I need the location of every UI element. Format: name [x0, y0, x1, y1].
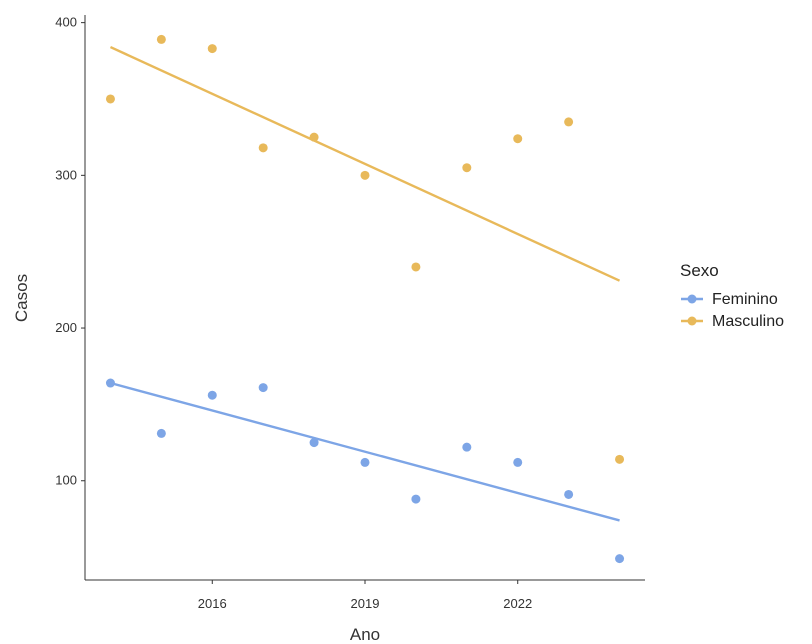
legend-items: Feminino Masculino [681, 291, 784, 330]
feminino-point [615, 554, 625, 564]
x-tick-label: 2019 [351, 596, 380, 611]
masculino-point [207, 44, 217, 54]
masculino-point [615, 454, 625, 464]
x-tick-label: 2016 [198, 596, 227, 611]
y-tick-label: 400 [55, 15, 77, 30]
feminino-point [207, 390, 217, 400]
masculino-point [360, 170, 370, 180]
masculino-point [564, 117, 574, 127]
legend-label: Feminino [712, 291, 778, 308]
legend-title: Sexo [680, 261, 719, 280]
masculino-point [462, 163, 472, 173]
x-axis-title: Ano [350, 625, 380, 644]
data-points [105, 34, 625, 564]
feminino-point [462, 442, 472, 452]
x-ticks: 2016 2019 2022 [198, 580, 532, 611]
feminino-point [258, 383, 268, 393]
legend-item-masculino: Masculino [681, 313, 784, 330]
feminino-trend-line [110, 381, 620, 522]
feminino-point [564, 489, 574, 499]
masculino-point [513, 134, 523, 144]
legend-key-point [687, 316, 697, 326]
masculino-point [156, 34, 166, 44]
legend: Sexo Feminino Masculino [680, 261, 784, 330]
masculino-point [411, 262, 421, 272]
feminino-point [309, 438, 319, 448]
x-tick-label: 2022 [503, 596, 532, 611]
feminino-point [156, 428, 166, 438]
feminino-point [411, 494, 421, 504]
feminino-point [105, 378, 115, 388]
y-tick-label: 100 [55, 473, 77, 488]
feminino-point [513, 457, 523, 467]
masculino-point [105, 94, 115, 104]
legend-label: Masculino [712, 313, 784, 330]
legend-item-feminino: Feminino [681, 291, 778, 308]
plot-panel: 100 200 300 400 2016 2019 2022 [55, 15, 645, 611]
trend-lines [109, 45, 621, 522]
y-axis-title: Casos [12, 274, 31, 322]
masculino-point [258, 143, 268, 153]
masculino-trend-line [109, 45, 621, 282]
y-tick-label: 200 [55, 320, 77, 335]
y-ticks: 100 200 300 400 [55, 15, 85, 488]
feminino-point [360, 457, 370, 467]
legend-key-point [687, 294, 697, 304]
y-tick-label: 300 [55, 167, 77, 182]
masculino-point [309, 132, 319, 142]
